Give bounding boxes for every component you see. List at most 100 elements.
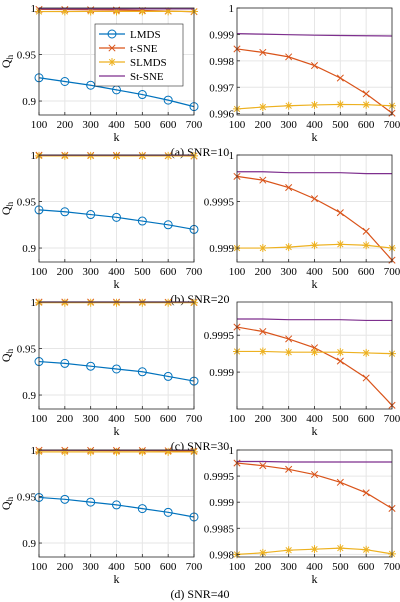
x-tick-label: 100 <box>229 119 246 131</box>
chart-panel-4: 100 200 300 400 500 600 700 0.999 0.9995 1 k <box>204 150 400 291</box>
legend-label: St-SNE <box>130 71 164 83</box>
x-tick-label: 200 <box>57 119 74 131</box>
marker-t-sne-legend <box>108 44 116 52</box>
marker-slmds-legend <box>108 58 116 66</box>
y-tick-label: 1 <box>229 150 235 162</box>
marker-slmds-1 <box>60 151 69 160</box>
panel-caption: (a) SNR=10 <box>171 145 229 159</box>
x-tick-label: 600 <box>358 561 375 573</box>
marker-t-sne-4 <box>336 478 344 486</box>
x-tick-label: 400 <box>306 119 323 131</box>
marker-lmds-5 <box>163 371 173 381</box>
x-tick-label: 600 <box>160 266 177 278</box>
x-tick-label: 100 <box>31 266 48 278</box>
marker-slmds-5 <box>362 545 371 554</box>
series-line-st-sne <box>237 460 392 463</box>
marker-slmds-2 <box>86 298 95 307</box>
y-tick-label: 0.9 <box>22 538 36 550</box>
marker-lmds-5 <box>163 220 173 230</box>
x-tick-label: 100 <box>229 561 246 573</box>
marker-slmds-5 <box>164 7 173 16</box>
series-line-lmds <box>38 209 195 231</box>
x-axis-label: k <box>114 424 120 438</box>
x-tick-label: 200 <box>57 561 74 573</box>
x-tick-label: 500 <box>332 266 349 278</box>
series-line-lmds <box>38 77 195 108</box>
marker-slmds-4 <box>138 7 147 16</box>
x-tick-label: 500 <box>134 413 151 425</box>
marker-t-sne-3 <box>310 62 319 70</box>
x-tick-label: 300 <box>280 413 297 425</box>
marker-t-sne-2 <box>285 53 293 61</box>
y-tick-label: 0.9 <box>22 96 36 108</box>
x-tick-label: 300 <box>82 266 99 278</box>
marker-slmds-5 <box>362 100 371 109</box>
marker-slmds-5 <box>164 447 173 456</box>
x-tick-label: 700 <box>186 561 203 573</box>
marker-slmds-5 <box>362 348 371 357</box>
marker-slmds-5 <box>164 151 173 160</box>
x-axis-label: k <box>114 130 120 144</box>
x-tick-label: 500 <box>332 413 349 425</box>
marker-slmds-2 <box>86 151 95 160</box>
y-tick-label: 0.95 <box>17 492 37 504</box>
marker-t-sne-3 <box>310 195 319 203</box>
chart-panel-8: 100 200 300 400 500 600 700 0.998 0.9985 0.999 0.9… <box>204 445 400 586</box>
x-tick-label: 400 <box>306 413 323 425</box>
y-tick-label: 1 <box>229 3 235 15</box>
marker-slmds-1 <box>60 7 69 16</box>
marker-slmds-1 <box>60 447 69 456</box>
marker-t-sne-2 <box>285 184 293 192</box>
y-axis-label: Qh <box>0 348 15 362</box>
x-tick-label: 400 <box>108 561 125 573</box>
marker-t-sne-4 <box>336 357 344 365</box>
marker-t-sne-5 <box>362 489 370 497</box>
y-axis-label: Qh <box>0 54 15 68</box>
marker-t-sne-3 <box>310 470 319 479</box>
y-tick-label: 1 <box>31 150 37 162</box>
marker-slmds-4 <box>138 447 147 456</box>
x-axis-label: k <box>312 130 318 144</box>
marker-slmds-1 <box>258 103 267 112</box>
marker-t-sne-5 <box>362 227 370 235</box>
x-tick-label: 700 <box>186 119 203 131</box>
x-axis-label: k <box>312 572 318 586</box>
legend-label: SLMDS <box>130 57 167 69</box>
x-tick-label: 100 <box>31 413 48 425</box>
x-tick-label: 100 <box>31 119 48 131</box>
marker-t-sne-2 <box>285 335 293 343</box>
marker-slmds-3 <box>112 7 121 16</box>
marker-slmds-4 <box>336 544 345 553</box>
marker-slmds-1 <box>258 347 267 356</box>
marker-t-sne-1 <box>259 462 267 470</box>
x-tick-label: 200 <box>255 119 272 131</box>
chart-panel-5: 100 200 300 400 500 600 700 0.9 0.95 1 k Qh <box>0 297 203 438</box>
x-tick-label: 100 <box>229 413 246 425</box>
x-axis-label: k <box>312 424 318 438</box>
marker-lmds-4 <box>137 216 147 226</box>
y-tick-label: 1 <box>229 445 235 457</box>
marker-slmds-4 <box>336 240 345 249</box>
x-tick-label: 300 <box>82 561 99 573</box>
marker-slmds-2 <box>284 348 293 357</box>
x-tick-label: 100 <box>31 561 48 573</box>
y-tick-label: 0.998 <box>209 549 234 561</box>
marker-lmds-1 <box>60 358 70 368</box>
x-tick-label: 700 <box>186 266 203 278</box>
marker-lmds-3 <box>112 500 121 510</box>
x-tick-label: 200 <box>255 266 272 278</box>
marker-slmds-3 <box>112 298 121 307</box>
y-tick-label: 0.999 <box>209 243 234 255</box>
marker-slmds-3 <box>112 151 121 160</box>
y-tick-label: 0.999 <box>209 367 234 379</box>
x-tick-label: 500 <box>134 119 151 131</box>
marker-t-sne-5 <box>362 90 370 98</box>
chart-panel-2: 100 200 300 400 500 600 700 0.996 0.997 0.998 0.99… <box>209 3 400 144</box>
y-tick-label: 0.9985 <box>204 523 235 535</box>
x-tick-label: 400 <box>108 266 125 278</box>
y-tick-label: 0.95 <box>17 197 37 209</box>
x-tick-label: 700 <box>384 266 400 278</box>
marker-lmds-5 <box>163 95 173 105</box>
marker-lmds-1 <box>60 77 70 87</box>
x-tick-label: 200 <box>255 561 272 573</box>
